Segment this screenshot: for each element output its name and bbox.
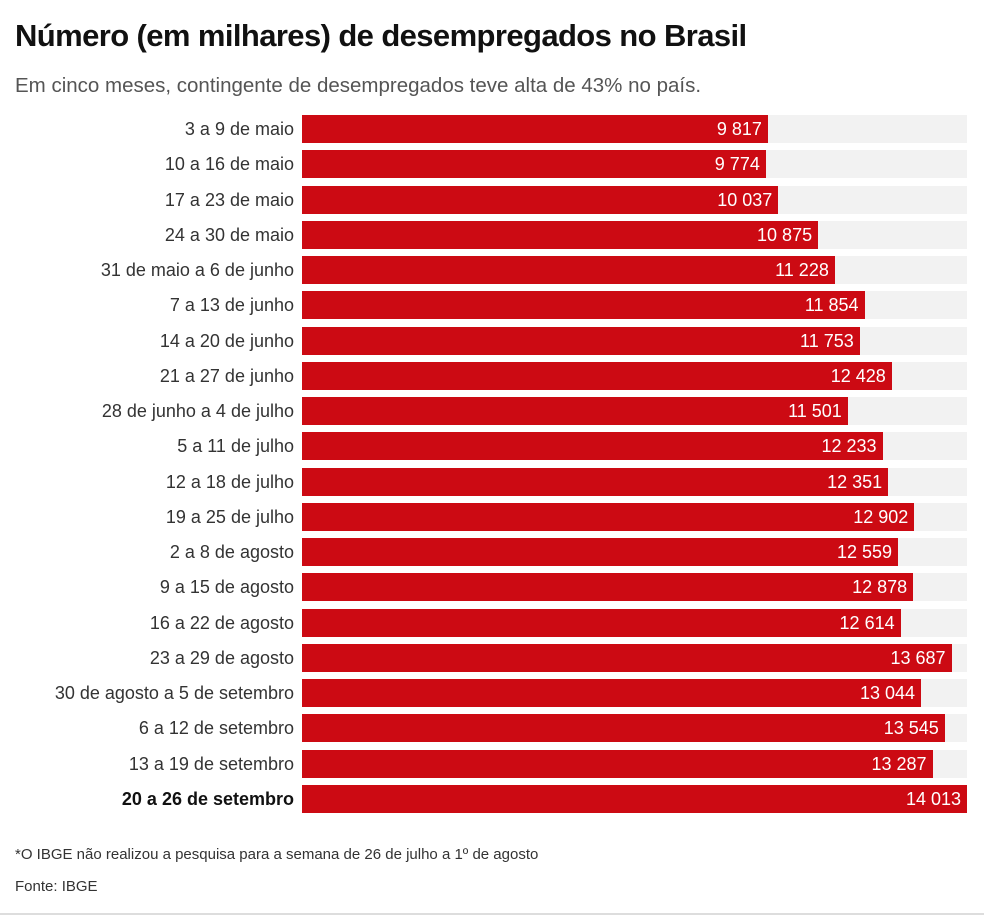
bar [302,115,768,143]
bar-row: 21 a 27 de junho 12 428 [0,361,984,390]
category-label: 19 a 25 de julho [165,506,294,527]
value-label: 13 545 [883,718,939,739]
bar-row: 5 a 11 de julho 12 233 [0,432,984,461]
bar [302,467,889,496]
category-label: 6 a 12 de setembro [138,718,294,739]
category-label: 28 de junho a 4 de julho [101,401,294,422]
bar [302,432,883,461]
bar [302,291,865,320]
bar [302,784,967,813]
value-label: 12 614 [839,612,895,633]
category-label: 16 a 22 de agosto [149,612,294,633]
chart-title: Número (em milhares) de desempregados no… [15,18,747,53]
bar-row: 16 a 22 de agosto 12 614 [0,608,984,637]
value-label: 12 902 [853,506,909,527]
bar [302,326,860,355]
bar-row: 30 de agosto a 5 de setembro 13 044 [0,679,984,708]
category-label: 24 a 30 de maio [164,224,294,245]
category-label: 17 a 23 de maio [164,189,294,210]
category-label: 23 a 29 de agosto [149,647,294,668]
source-label: Fonte: IBGE [15,878,98,895]
bar-row: 23 a 29 de agosto 13 687 [0,643,984,672]
category-label: 10 a 16 de maio [164,154,294,175]
bar-row: 10 a 16 de maio 9 774 [0,150,984,179]
value-label: 13 287 [871,753,927,774]
category-label: 13 a 19 de setembro [128,753,294,774]
bar [302,361,892,390]
value-label: 9 774 [714,154,760,175]
category-label: 3 a 9 de maio [184,119,294,139]
value-label: 11 854 [804,295,859,316]
bar [302,397,848,426]
bar [302,679,921,708]
value-label: 12 878 [852,577,908,598]
footnote: *O IBGE não realizou a pesquisa para a s… [15,846,539,863]
bar-row: 20 a 26 de setembro 14 013 [0,784,984,813]
bar-row: 24 a 30 de maio 10 875 [0,220,984,249]
bar-row: 9 a 15 de agosto 12 878 [0,573,984,602]
bar-row: 6 a 12 de setembro 13 545 [0,714,984,743]
value-label: 10 037 [717,189,773,210]
bottom-divider [0,913,984,915]
bar [302,643,952,672]
value-label: 12 233 [821,436,877,457]
bar-row: 14 a 20 de junho 11 753 [0,326,984,355]
bar [302,220,819,249]
bar [302,150,766,179]
value-label: 10 875 [757,224,813,245]
category-label: 9 a 15 de agosto [159,577,294,598]
category-label: 30 de agosto a 5 de setembro [54,683,294,704]
category-label: 5 a 11 de julho [177,436,294,457]
value-label: 12 428 [830,365,886,386]
bar [302,714,945,743]
value-label: 12 351 [827,471,883,492]
bar [302,749,933,778]
category-label: 12 a 18 de julho [165,471,294,492]
bar-row: 31 de maio a 6 de junho 11 228 [0,256,984,285]
bar-row: 7 a 13 de junho 11 854 [0,291,984,320]
value-label: 12 559 [836,542,892,563]
value-label: 13 044 [859,683,916,704]
category-label: 20 a 26 de setembro [121,788,294,809]
value-label: 11 228 [775,260,829,281]
chart-subtitle: Em cinco meses, contingente de desempreg… [15,74,702,97]
value-label: 14 013 [905,788,961,809]
bar [302,538,898,567]
bar [302,573,914,602]
value-label: 11 753 [800,330,854,351]
bar-row: 2 a 8 de agosto 12 559 [0,538,984,567]
bar [302,185,779,214]
category-label: 21 a 27 de junho [159,365,294,386]
value-label: 13 687 [890,647,946,668]
value-label: 9 817 [716,119,762,139]
bar [302,256,835,285]
bar-row: 3 a 9 de maio 9 817 [0,115,984,143]
category-label: 14 a 20 de junho [159,330,294,351]
bar-row: 13 a 19 de setembro 13 287 [0,749,984,778]
bar-row: 12 a 18 de julho 12 351 [0,467,984,496]
bar [302,502,915,531]
bar-row: 17 a 23 de maio 10 037 [0,185,984,214]
bar-row: 19 a 25 de julho 12 902 [0,502,984,531]
bar [302,608,901,637]
category-label: 7 a 13 de junho [169,295,294,316]
bar-row: 28 de junho a 4 de julho 11 501 [0,397,984,426]
value-label: 11 501 [788,401,842,422]
category-label: 2 a 8 de agosto [169,542,294,563]
category-label: 31 de maio a 6 de junho [100,260,294,281]
